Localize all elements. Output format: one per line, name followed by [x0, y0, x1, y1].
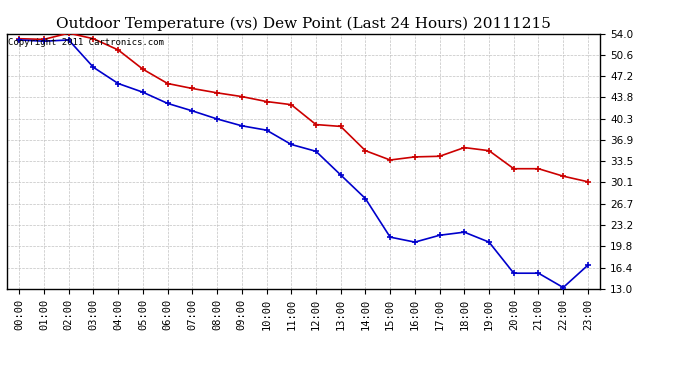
Title: Outdoor Temperature (vs) Dew Point (Last 24 Hours) 20111215: Outdoor Temperature (vs) Dew Point (Last…	[56, 17, 551, 31]
Text: Copyright 2011 Cartronics.com: Copyright 2011 Cartronics.com	[8, 38, 164, 46]
